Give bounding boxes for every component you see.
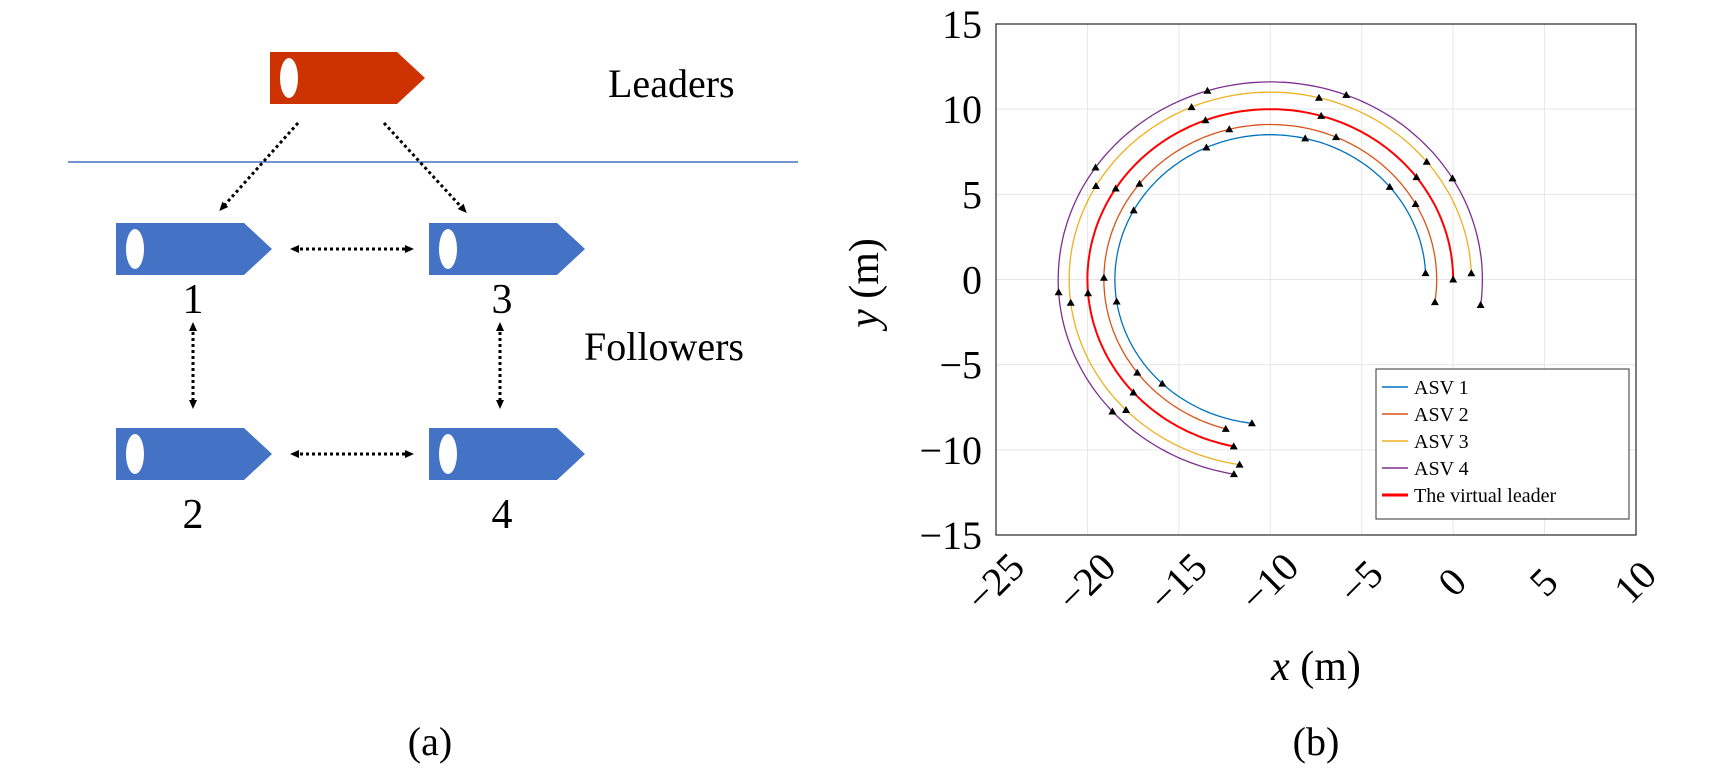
follower-1-number: 1: [183, 277, 204, 323]
series-marker: [1201, 116, 1210, 124]
y-tick-label: −10: [919, 428, 982, 473]
series-marker: [1202, 143, 1211, 151]
series-marker: [1203, 86, 1212, 94]
series-marker: [1421, 269, 1430, 277]
follower-ship-4: [429, 428, 585, 480]
leaders-label: Leaders: [608, 61, 735, 106]
series-marker: [1099, 273, 1108, 281]
series-marker: [1301, 134, 1310, 142]
series-marker: [1091, 182, 1100, 190]
follower-ship-1-window: [126, 229, 144, 269]
series-marker: [1054, 288, 1063, 296]
series-marker: [1412, 173, 1421, 181]
follower-ship-3-window: [439, 229, 457, 269]
series-marker: [1129, 206, 1138, 214]
panel-a-caption: (a): [408, 719, 452, 764]
series-marker: [1430, 298, 1439, 306]
y-tick-label: 5: [962, 172, 982, 217]
y-tick-label: 15: [942, 2, 982, 47]
follower-ship-3-hull: [429, 223, 585, 275]
leader-ship-window: [280, 58, 298, 98]
series-marker: [1422, 157, 1431, 165]
x-tick-label: 0: [1429, 559, 1475, 605]
legend-label: ASV 4: [1414, 458, 1469, 480]
leader-ship: [270, 52, 425, 104]
plot-series: [1054, 81, 1485, 478]
y-tick-label: 10: [942, 87, 982, 132]
x-tick-label: 5: [1521, 559, 1567, 605]
series-marker: [1449, 275, 1458, 283]
series-marker: [1385, 182, 1394, 190]
series-marker: [1342, 91, 1351, 99]
series-marker: [1158, 379, 1167, 387]
follower-2-number: 2: [183, 492, 204, 538]
series-line: [1086, 108, 1455, 448]
series-marker: [1135, 179, 1144, 187]
x-tick-label: −20: [1048, 544, 1124, 620]
follower-ship-1-hull: [116, 223, 272, 275]
series-marker: [1221, 424, 1230, 432]
legend-label: ASV 1: [1414, 377, 1469, 399]
series-line: [1068, 91, 1472, 466]
series-marker: [1314, 93, 1323, 101]
follower-ship-2-hull: [116, 428, 272, 480]
series-marker: [1066, 298, 1075, 306]
series-marker: [1133, 368, 1142, 376]
follower-4-number: 4: [492, 492, 513, 538]
series-marker: [1448, 174, 1457, 182]
follower-ship-4-hull: [429, 428, 585, 480]
y-axis-label: y (m): [842, 238, 888, 332]
legend-label: The virtual leader: [1414, 485, 1556, 507]
follower-ship-3: [429, 223, 585, 275]
follower-ship-1: [116, 223, 272, 275]
series-marker: [1187, 103, 1196, 111]
series-marker: [1229, 470, 1238, 478]
followers-label: Followers: [584, 324, 744, 369]
x-axis-label: x (m): [1270, 644, 1361, 690]
series-marker: [1129, 388, 1138, 396]
x-tick-label: −10: [1231, 544, 1307, 620]
series-marker: [1476, 301, 1485, 309]
x-tick-label: −5: [1330, 551, 1392, 613]
series-marker: [1122, 406, 1131, 414]
leader-to-follower-3-arrow: [382, 121, 467, 213]
legend-box: [1375, 368, 1630, 520]
series-marker: [1112, 297, 1121, 305]
legend-label: ASV 3: [1414, 431, 1469, 453]
series-marker: [1411, 199, 1420, 207]
series-marker: [1091, 163, 1100, 171]
follower-3-number: 3: [492, 277, 513, 323]
series-line: [1103, 123, 1438, 430]
leader-to-follower-1-arrow: [219, 122, 300, 211]
series-marker: [1229, 442, 1238, 450]
follower-ship-4-window: [439, 434, 457, 474]
series-line: [1057, 81, 1484, 475]
series-marker: [1108, 407, 1117, 415]
x-tick-label: −15: [1140, 544, 1216, 620]
x-tick-label: 10: [1605, 552, 1665, 612]
panel-b-caption: (b): [1293, 719, 1340, 764]
series-marker: [1225, 125, 1234, 133]
series-marker: [1317, 111, 1326, 119]
legend: ASV 1 ASV 2 ASV 3 ASV 4 The virtual leader: [1375, 368, 1630, 520]
y-tick-label: −5: [939, 343, 982, 388]
series-line: [1114, 134, 1427, 424]
y-tick-label: −15: [919, 513, 982, 558]
follower-ship-2-window: [126, 434, 144, 474]
series-marker: [1247, 419, 1256, 427]
series-marker: [1111, 184, 1120, 192]
y-tick-label: 0: [962, 258, 982, 303]
series-marker: [1084, 289, 1093, 297]
legend-label: ASV 2: [1414, 404, 1469, 426]
series-marker: [1467, 269, 1476, 277]
plot-frame: [995, 23, 1637, 536]
leader-ship-hull: [270, 52, 425, 104]
series-marker: [1332, 133, 1341, 141]
follower-ship-2: [116, 428, 272, 480]
panel-a: Leaders 1 3 2 4 Followers: [68, 52, 798, 764]
series-marker: [1235, 460, 1244, 468]
